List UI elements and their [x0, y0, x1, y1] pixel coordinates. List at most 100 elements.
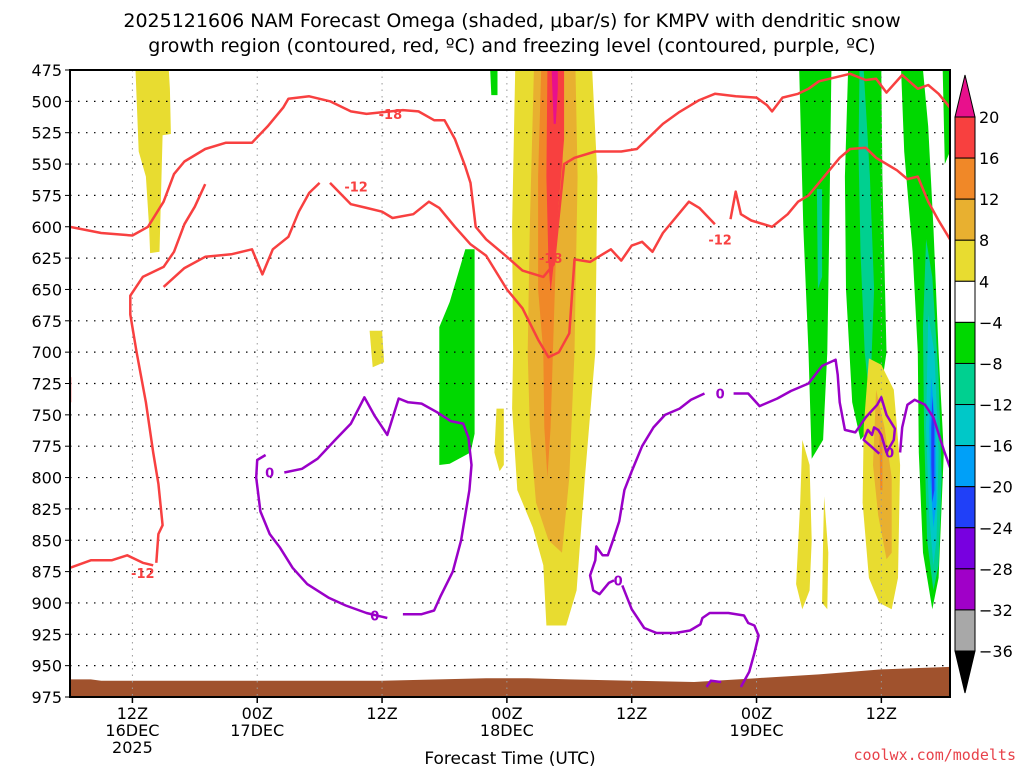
- colorbar-top-arrow: [954, 74, 976, 118]
- freezing-level-contours: 0 0 0 0 0: [254, 358, 950, 688]
- dgz-contours: -18 -18 -12 -12 -12: [70, 72, 950, 582]
- dgz-contour-line: [729, 146, 950, 240]
- y-tick-label: 500: [31, 92, 62, 111]
- colorbar-tick-label: −28: [979, 560, 1013, 579]
- omega-region: [799, 70, 832, 459]
- colorbar-tick-label: −12: [979, 396, 1013, 415]
- freezing-contour-label: 0: [885, 447, 894, 462]
- colorbar-tick-label: −16: [979, 437, 1013, 456]
- colorbar-tick-label: 12: [979, 190, 999, 209]
- x-tick-label: 2025: [112, 738, 153, 757]
- y-tick-label: 800: [31, 469, 62, 488]
- colorbar-tick-label: 20: [979, 108, 999, 127]
- y-axis: 475 500 525 550 575 600 625 650 675 700 725 750 775 8…: [31, 61, 70, 707]
- freezing-contour-label: 0: [265, 467, 274, 482]
- omega-region: [858, 70, 875, 403]
- y-tick-label: 925: [31, 625, 62, 644]
- colorbar-tick-label: −20: [979, 478, 1013, 497]
- y-tick-label: 475: [31, 61, 62, 80]
- y-tick-label: 750: [31, 406, 62, 425]
- y-tick-label: 625: [31, 249, 62, 268]
- dgz-contour-line: [329, 182, 716, 359]
- x-tick-label: 12Z: [866, 704, 897, 723]
- omega-region: [942, 70, 950, 165]
- y-tick-label: 600: [31, 218, 62, 237]
- omega-region: [796, 439, 812, 610]
- omega-region: [135, 70, 171, 254]
- colorbar-bin: [954, 445, 976, 488]
- colorbar-bin: [954, 609, 976, 652]
- chart-title-line-1: 2025121606 NAM Forecast Omega (shaded, μ…: [123, 10, 900, 32]
- x-tick-label: 18DEC: [480, 721, 534, 740]
- y-tick-label: 825: [31, 500, 62, 519]
- dgz-contour-line: [70, 554, 154, 569]
- colorbar-bin: [954, 568, 976, 611]
- y-tick-label: 950: [31, 657, 62, 676]
- y-tick-label: 775: [31, 437, 62, 456]
- colorbar-bin: [954, 280, 976, 323]
- colorbar-bin: [954, 362, 976, 406]
- colorbar-tick-label: −8: [979, 354, 1003, 373]
- x-tick-label: 16DEC: [105, 721, 159, 740]
- omega-region: [816, 189, 823, 290]
- plot-area: -18 -18 -12 -12 -12 0 0 0 0 0: [69, 69, 951, 698]
- colorbar-tick-label: −32: [979, 601, 1013, 620]
- dgz-contour-line: [70, 95, 508, 258]
- x-tick-label: 17DEC: [230, 721, 284, 740]
- dgz-contour-line: [129, 183, 207, 563]
- y-tick-label: 525: [31, 124, 62, 143]
- x-tick-label: 00Z: [242, 704, 273, 723]
- y-tick-label: 725: [31, 375, 62, 394]
- y-tick-label: 900: [31, 594, 62, 613]
- colorbar-bin: [954, 404, 976, 447]
- dgz-contour-line: [506, 72, 950, 279]
- omega-region: [931, 396, 935, 503]
- y-tick-label: 675: [31, 312, 62, 331]
- freezing-contour-label: 0: [716, 388, 725, 403]
- omega-region: [494, 408, 504, 472]
- colorbar-bin: [954, 157, 976, 200]
- y-tick-label: 700: [31, 343, 62, 362]
- colorbar-tick-label: 16: [979, 149, 999, 168]
- x-tick-label: 00Z: [741, 704, 772, 723]
- colorbar-bin: [954, 198, 976, 241]
- dgz-contour-label: -18: [539, 252, 563, 267]
- chart-title-line-2: growth region (contoured, red, ºC) and f…: [148, 35, 875, 57]
- colorbar-tick-label: −36: [979, 642, 1013, 661]
- dgz-contour-label: -12: [708, 233, 732, 248]
- freezing-contour-line: [588, 392, 706, 596]
- freezing-contour-line: [733, 358, 897, 455]
- terrain: [70, 666, 950, 697]
- credit-link[interactable]: coolwx.com/modelts: [853, 746, 1016, 764]
- x-tick-label: 12Z: [366, 704, 397, 723]
- dgz-contour-label: -12: [344, 181, 368, 196]
- freezing-contour-label: 0: [614, 574, 623, 589]
- freezing-contour-line: [705, 679, 722, 688]
- omega-region: [490, 70, 498, 96]
- colorbar-tick-label: −4: [979, 313, 1003, 332]
- omega-region: [369, 330, 385, 368]
- y-tick-label: 975: [31, 688, 62, 707]
- freezing-contour-line: [284, 396, 473, 616]
- y-tick-label: 575: [31, 186, 62, 205]
- omega-region: [546, 70, 565, 292]
- colorbar-bin: [954, 116, 976, 159]
- colorbar: 20 16 12 8 4 −4 −8 −12 −16 −20 −24 −28 −32 −36: [954, 74, 1013, 694]
- omega-region: [439, 249, 475, 465]
- x-axis-label: Forecast Time (UTC): [424, 749, 595, 768]
- dgz-contour-line: [162, 181, 321, 288]
- colorbar-bin: [954, 527, 976, 570]
- x-tick-label: 19DEC: [730, 721, 784, 740]
- omega-region: [551, 70, 558, 124]
- terrain-fill: [70, 666, 950, 697]
- freezing-contour-line: [254, 453, 388, 620]
- colorbar-tick-label: 4: [979, 272, 989, 291]
- x-tick-label: 12Z: [616, 704, 647, 723]
- colorbar-bin: [954, 321, 976, 364]
- omega-shading: [135, 70, 950, 626]
- y-tick-label: 850: [31, 531, 62, 550]
- freezing-contour-line: [898, 398, 950, 468]
- colorbar-bottom-arrow: [954, 650, 976, 694]
